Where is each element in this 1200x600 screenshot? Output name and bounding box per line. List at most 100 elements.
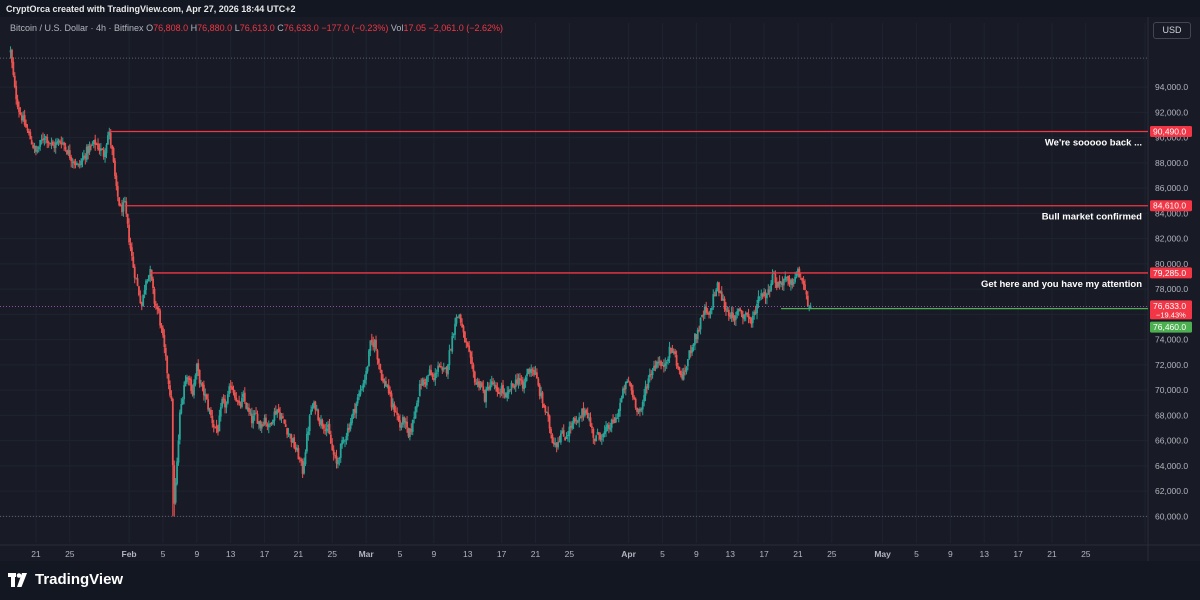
candle-body — [764, 292, 767, 298]
candle-body — [452, 333, 455, 336]
candle-body — [471, 357, 473, 365]
candle-body — [363, 379, 366, 384]
candle-body — [304, 452, 307, 465]
candle-body — [129, 243, 132, 249]
candle-body — [647, 378, 650, 389]
price-tick-label: 62,000.0 — [1155, 486, 1188, 496]
candle-body — [310, 409, 313, 415]
candle-body — [523, 382, 526, 390]
candle-body — [602, 434, 605, 438]
candle-body — [777, 282, 780, 287]
candle-body — [27, 131, 30, 133]
candle-body — [190, 379, 193, 391]
candle-body — [475, 383, 478, 385]
candle-body — [320, 419, 322, 425]
candle-body — [802, 281, 805, 286]
candle-body — [208, 409, 211, 411]
candle-body — [805, 291, 808, 295]
candle-body — [734, 315, 737, 320]
candle-body — [42, 138, 44, 141]
candle-body — [401, 417, 404, 425]
level-price-tag: 84,610.0 — [1153, 201, 1186, 211]
candle-body — [276, 409, 279, 415]
tradingview-logo[interactable]: TradingView — [8, 571, 123, 588]
candle-body — [327, 424, 329, 428]
candle-body — [53, 145, 56, 148]
candle-body — [394, 411, 397, 413]
candle-body — [528, 369, 531, 373]
candle-body — [743, 314, 746, 320]
candle-body — [332, 449, 335, 455]
candle-body — [695, 334, 698, 340]
candle-body — [654, 365, 657, 368]
candle-body — [747, 313, 750, 318]
candle-body — [379, 363, 382, 370]
price-chart[interactable]: We're sooooo back ... Bull market confirm… — [0, 17, 1200, 561]
candle-body — [644, 386, 647, 396]
candle-body — [692, 343, 695, 347]
candle-body — [239, 403, 242, 406]
candle-body — [615, 417, 617, 423]
candle-body — [97, 143, 99, 150]
candle-body — [408, 428, 411, 438]
price-tick-label: 66,000.0 — [1155, 436, 1188, 446]
candle-body — [648, 374, 651, 378]
candle-body — [152, 278, 154, 289]
candle-body — [643, 395, 646, 402]
candle-body — [195, 364, 198, 376]
candle-body — [80, 160, 82, 165]
candle-body — [425, 376, 428, 386]
candle-body — [40, 139, 43, 141]
candle-body — [255, 412, 257, 414]
chart-panel[interactable]: We're sooooo back ... Bull market confirm… — [0, 17, 1200, 577]
level-price-tag-bg — [1150, 200, 1192, 212]
candle-body — [116, 186, 119, 197]
candle-body — [153, 289, 156, 304]
candle-body — [226, 394, 229, 404]
candle-body — [39, 139, 42, 147]
candle-body — [592, 428, 595, 438]
level-price-tag-bg — [1150, 267, 1192, 279]
candle-body — [133, 266, 136, 278]
candle-body — [771, 274, 774, 285]
candle-body — [612, 420, 614, 422]
candle-body — [70, 157, 73, 162]
candle-body — [61, 142, 64, 144]
volume-label: Vol — [390, 23, 404, 33]
candle-body — [722, 299, 725, 301]
candle-body — [461, 323, 463, 328]
candle-body — [503, 393, 506, 395]
candle-body — [32, 145, 35, 148]
candle-body — [455, 316, 458, 324]
candle-body — [684, 370, 686, 372]
candle-body — [125, 201, 128, 214]
candle-body — [495, 385, 497, 388]
candle-body — [517, 377, 520, 385]
candle-body — [98, 148, 101, 151]
candle-body — [702, 314, 705, 316]
candle-body — [671, 348, 674, 353]
time-tick-label: 17 — [1013, 549, 1023, 559]
time-tick-label: 13 — [226, 549, 236, 559]
candle-body — [9, 50, 12, 53]
candle-body — [761, 293, 764, 298]
candle-body — [620, 397, 623, 403]
candle-body — [248, 408, 250, 413]
candle-body — [740, 310, 743, 314]
candle-body — [751, 316, 754, 323]
time-tick-label: 17 — [759, 549, 769, 559]
candle-body — [768, 290, 771, 292]
candle-body — [325, 428, 328, 432]
candle-body — [348, 427, 351, 430]
price-tick-label: 92,000.0 — [1155, 107, 1188, 117]
candle-body — [679, 371, 682, 376]
candle-body — [25, 123, 27, 128]
candle-body — [630, 384, 633, 391]
candle-body — [71, 161, 74, 163]
low-label: L — [234, 23, 240, 33]
candle-body — [171, 399, 174, 466]
candle-body — [550, 428, 552, 434]
currency-button[interactable]: USD — [1153, 22, 1191, 39]
time-tick-label: 9 — [432, 549, 437, 559]
candle-body — [138, 286, 140, 296]
